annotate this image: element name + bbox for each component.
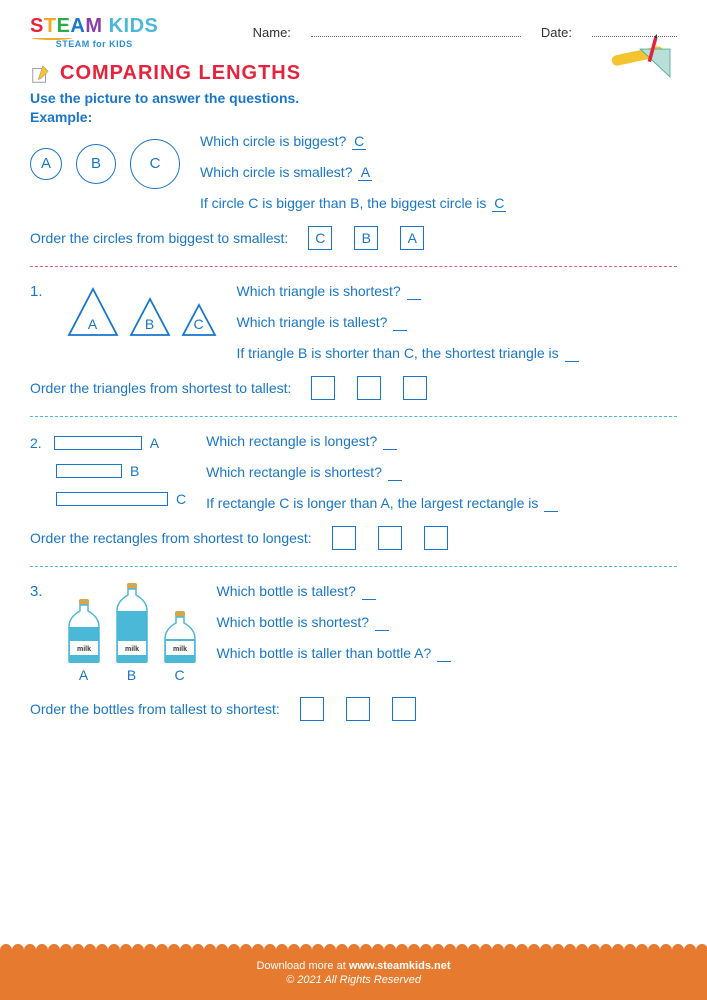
example-q3: If circle C is bigger than B, the bigges… [200,195,506,212]
circle-C: C [130,139,180,189]
footer-scallop [0,940,707,950]
example-a3[interactable]: C [492,195,506,212]
order-box[interactable] [392,697,416,721]
question-q3: Which bottle is taller than bottle A? [217,645,452,662]
answer-blank[interactable] [383,433,397,450]
name-label: Name: [253,25,291,40]
order-boxes [311,376,427,400]
answer-blank[interactable] [362,583,376,600]
order-box[interactable] [300,697,324,721]
footer-copyright: © 2021 All Rights Reserved [0,974,707,986]
example-order: Order the circles from biggest to smalle… [30,226,677,250]
shapes: milk A milk B milk C [67,583,197,683]
example-q2: Which circle is smallest? A [200,164,506,181]
svg-text:milk: milk [125,646,139,653]
triangle-C: C [181,303,217,337]
triangle-A: A [67,287,119,337]
order-row: Order the rectangles from shortest to lo… [30,526,677,550]
bottle-C: milk C [163,611,197,683]
order-box[interactable] [311,376,335,400]
problem-1: 1. ABC Which triangle is shortest? Which t… [0,283,707,400]
order-boxes [332,526,448,550]
question-q3: If triangle B is shorter than C, the sho… [237,345,579,362]
order-box[interactable]: A [400,226,424,250]
problem-number: 1. [30,283,43,300]
order-box[interactable] [332,526,356,550]
pencil-paper-icon [30,63,52,85]
question-q3: If rectangle C is longer than A, the lar… [206,495,558,512]
divider [30,566,677,567]
example-order-label: Order the circles from biggest to smalle… [30,230,288,246]
shapes: 2.A BC [30,435,186,507]
order-boxes [300,697,416,721]
question-q2: Which rectangle is shortest? [206,464,558,481]
shapes: ABC [67,287,217,337]
question-q1: Which rectangle is longest? [206,433,558,450]
logo: STEAM KIDS STEAM for KIDS [30,15,158,49]
header: STEAM KIDS STEAM for KIDS Name: Date: [0,0,707,57]
question-q2: Which triangle is tallest? [237,314,579,331]
questions: Which triangle is shortest? Which triang… [237,283,579,362]
problem-number: 3. [30,583,43,600]
svg-text:milk: milk [173,646,187,653]
answer-blank[interactable] [375,614,389,631]
question-q1: Which bottle is tallest? [217,583,452,600]
example-a1[interactable]: C [352,133,366,150]
order-box[interactable] [378,526,402,550]
circle-B: B [76,144,116,184]
name-input-line[interactable] [311,36,521,37]
footer-link[interactable]: www.steamkids.net [349,960,451,972]
bottle-A: milk A [67,599,101,683]
footer: Download more at www.steamkids.net © 202… [0,950,707,1000]
answer-blank[interactable] [437,645,451,662]
date-label: Date: [541,25,572,40]
rectangle-C: C [30,491,186,507]
example-label: Example: [0,109,707,133]
triangle-B: B [129,297,171,337]
answer-blank[interactable] [407,283,421,300]
footer-line1: Download more at www.steamkids.net [0,960,707,972]
bottle-B: milk B [115,583,149,683]
problem-number: 2. [30,435,42,451]
problem-2: 2.A BC Which rectangle is longest? Which r… [0,433,707,550]
problem-3: 3. milk A milk B milk C Which bottle is t… [0,583,707,721]
divider-pink [30,266,677,267]
order-label: Order the triangles from shortest to tal… [30,380,291,396]
order-box[interactable]: C [308,226,332,250]
logo-main: STEAM KIDS [30,15,158,38]
order-row: Order the triangles from shortest to tal… [30,376,677,400]
answer-blank[interactable] [388,464,402,481]
example-order-boxes: CBA [308,226,424,250]
example-circles: ABC [30,139,180,189]
svg-text:milk: milk [77,646,91,653]
order-label: Order the bottles from tallest to shorte… [30,701,280,717]
rectangle-B: B [30,463,186,479]
question-q2: Which bottle is shortest? [217,614,452,631]
divider [30,416,677,417]
logo-sub: STEAM for KIDS [30,39,158,49]
answer-blank[interactable] [393,314,407,331]
questions: Which bottle is tallest? Which bottle is… [217,583,452,662]
title-row: COMPARING LENGTHS [0,57,707,87]
questions: Which rectangle is longest? Which rectan… [206,433,558,512]
rectangle-A: 2.A [30,435,186,451]
order-label: Order the rectangles from shortest to lo… [30,530,312,546]
order-box[interactable] [357,376,381,400]
question-q1: Which triangle is shortest? [237,283,579,300]
example-q1: Which circle is biggest? C [200,133,506,150]
answer-blank[interactable] [565,345,579,362]
ruler-triangle-icon [607,32,677,87]
instructions: Use the picture to answer the questions. [0,87,707,109]
order-box[interactable] [424,526,448,550]
order-box[interactable]: B [354,226,378,250]
order-box[interactable] [346,697,370,721]
circle-A: A [30,148,62,180]
example-section: ABC Which circle is biggest? C Which cir… [0,133,707,250]
problems-container: 1.ABCWhich triangle is shortest? Which t… [0,283,707,721]
page-title: COMPARING LENGTHS [60,62,301,85]
answer-blank[interactable] [544,495,558,512]
example-a2[interactable]: A [358,164,372,181]
order-row: Order the bottles from tallest to shorte… [30,697,677,721]
order-box[interactable] [403,376,427,400]
